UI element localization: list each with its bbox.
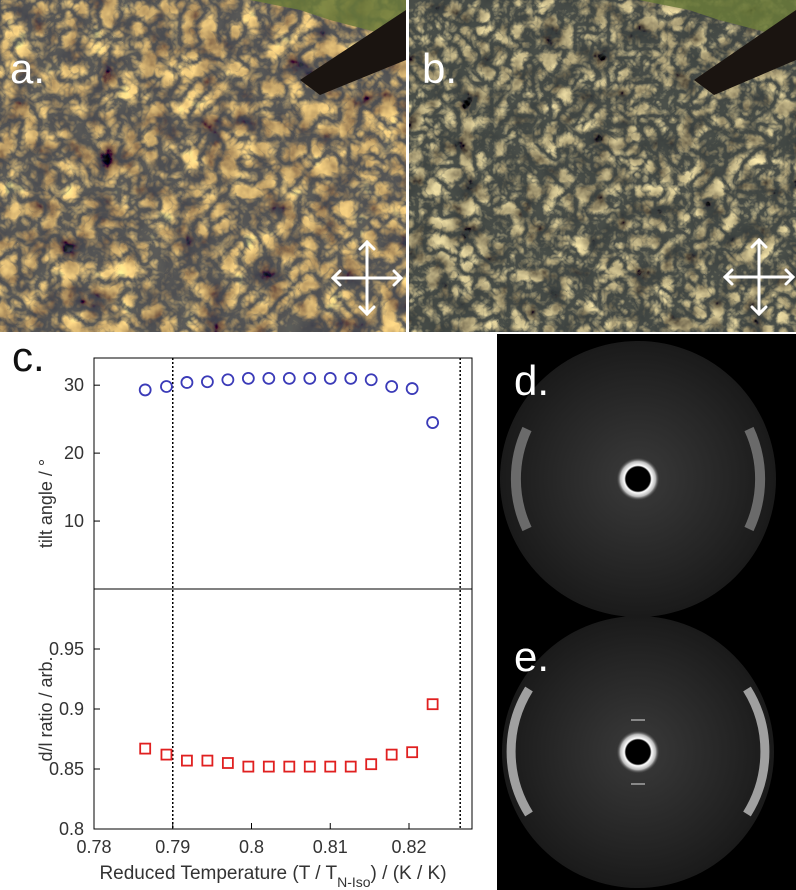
polarizer-cross-icon-a — [330, 239, 404, 317]
x-tick-label: 0.81 — [313, 837, 348, 857]
panel-label-d: d. — [514, 357, 550, 404]
dl-ratio-point — [303, 760, 316, 773]
diffraction-pattern-d — [500, 341, 776, 617]
tilt-angle-point — [426, 416, 440, 429]
tilt-angle-point — [405, 382, 419, 395]
chart-c: 0.78 0.79 0.8 0.81 0.82 10 20 30 0.8 0.85 0.9 0.95 t… — [36, 357, 473, 890]
dl-ratio-point — [181, 754, 193, 767]
plot-frame — [93, 357, 473, 830]
tilt-angle-point — [323, 371, 337, 385]
y-tick-label-bottom: 0.8 — [59, 819, 84, 839]
dl-ratio-point — [324, 760, 337, 773]
panel-label-e: e. — [514, 633, 550, 680]
tilt-angle-point — [344, 371, 358, 385]
x-tick-label: 0.78 — [76, 837, 111, 857]
x-tick-label: 0.79 — [155, 837, 190, 857]
dl-ratio-point — [283, 760, 296, 773]
tilt-angle-point — [180, 376, 194, 389]
diffraction-pattern-e — [502, 616, 774, 888]
dl-ratio-point — [221, 757, 234, 769]
tilt-angle-point — [385, 380, 399, 393]
micrograph-a — [0, 0, 406, 332]
y-axis-label-bottom: d/l ratio / arb. — [36, 656, 56, 761]
y-tick-label-top: 30 — [64, 375, 84, 395]
y-tick-label-bottom: 0.9 — [59, 699, 84, 719]
tilt-angle-point — [364, 373, 378, 387]
dl-ratio-point — [385, 748, 398, 761]
x-axis-label: Reduced Temperature (T / TN-Iso) / (K / … — [99, 863, 446, 890]
polarizer-cross-icon-b — [722, 237, 796, 317]
dl-ratio-point — [406, 746, 419, 759]
dl-ratio-point — [426, 698, 439, 711]
dl-ratio-point — [160, 748, 173, 761]
dl-ratio-point — [201, 754, 214, 767]
panel-label-b: b. — [422, 45, 458, 92]
y-tick-label-bottom: 0.95 — [49, 639, 84, 659]
y-axis-label-top: tilt angle / ° — [36, 459, 56, 548]
panel-label-c: c. — [12, 333, 45, 380]
dl-ratio-point — [344, 760, 357, 773]
micrograph-a-texture — [0, 0, 406, 332]
dl-ratio-point — [262, 760, 275, 773]
y-tick-label-top: 20 — [64, 443, 84, 463]
tilt-angle-point — [160, 380, 173, 393]
tilt-angle-point — [221, 373, 235, 387]
dl-ratio-point — [139, 742, 152, 755]
panel-label-a: a. — [10, 45, 46, 92]
tilt-angle-point — [303, 371, 317, 385]
diffraction-patterns — [500, 341, 776, 888]
dl-ratio-point — [242, 760, 255, 773]
tilt-angle-point — [138, 383, 152, 397]
tilt-angle-point — [200, 375, 214, 389]
y-tick-label-bottom: 0.85 — [49, 759, 84, 779]
tilt-angle-point — [241, 371, 255, 385]
x-tick-label: 0.82 — [391, 837, 426, 857]
diffraction-panel — [497, 334, 796, 890]
tilt-angle-point — [262, 371, 276, 385]
tilt-angle-point — [282, 371, 296, 385]
x-tick-label: 0.8 — [239, 837, 264, 857]
y-tick-label-top: 10 — [64, 511, 84, 531]
dl-ratio-point — [365, 758, 378, 771]
